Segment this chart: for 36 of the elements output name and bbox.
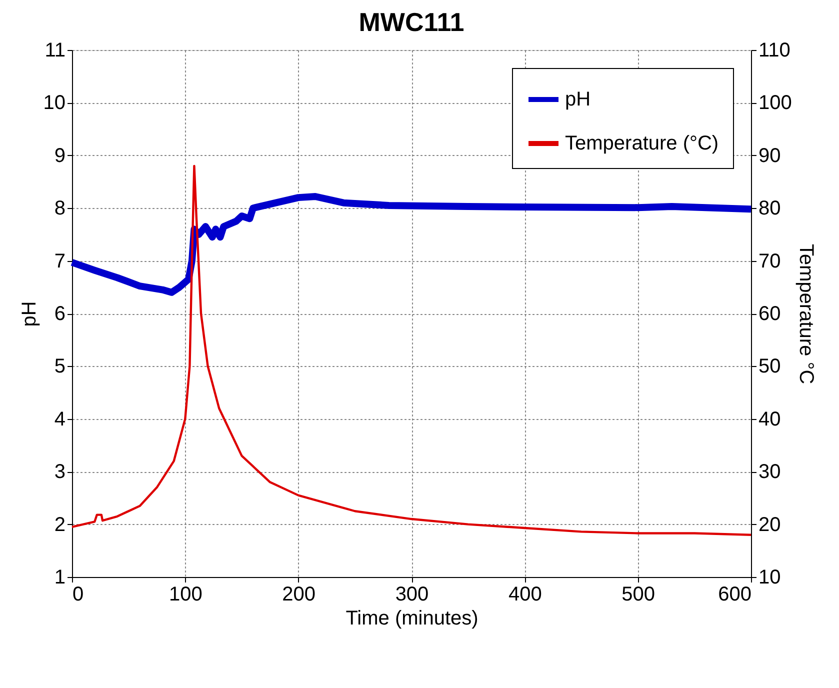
y-tick-label: 11 [44, 40, 66, 62]
line-series [70, 164, 752, 536]
y2-tick-label: 60 [758, 303, 781, 325]
y2-tick-label: 80 [758, 198, 781, 220]
y2-tick-label: 70 [758, 250, 781, 272]
y-tick-label: 5 [54, 356, 66, 378]
x-tick-label: 500 [622, 584, 656, 606]
y-tick-label: 3 [54, 461, 66, 484]
y2-axis-title: Temperature °C [794, 244, 817, 384]
x-axis-title: Time (minutes) [346, 608, 478, 630]
y2-tick-label: 20 [758, 514, 781, 536]
legend-label: pH [565, 88, 591, 110]
y2-tick-label: 30 [758, 461, 781, 484]
x-tick-label: 100 [168, 584, 202, 606]
y-axis-title: pH [18, 301, 40, 327]
x-tick-label: 600 [718, 584, 752, 606]
y-tick-label: 2 [54, 514, 66, 536]
y-tick-label: 10 [43, 92, 66, 114]
x-tick-label: 300 [395, 584, 429, 606]
x-tick-label: 400 [508, 584, 542, 606]
x-tick-label: 0 [72, 584, 84, 606]
legend-label: Temperature (°C) [565, 132, 719, 154]
y2-tick-label: 40 [758, 408, 781, 430]
x-tick-label: 200 [282, 584, 316, 606]
y-tick-label: 6 [54, 303, 66, 325]
y2-tick-label: 50 [758, 356, 781, 378]
y-tick-label: 7 [54, 250, 66, 272]
y-tick-label: 8 [54, 198, 66, 220]
y-tick-label: 9 [54, 144, 66, 167]
y-tick-label: 4 [54, 408, 66, 430]
y-tick-label: 1 [54, 566, 66, 588]
y2-tick-label: 90 [758, 144, 781, 167]
y2-tick-label: 100 [758, 92, 792, 114]
y2-tick-label: 110 [758, 40, 790, 62]
y2-tick-label: 10 [758, 566, 781, 588]
chart-title: MWC111 [358, 7, 464, 37]
